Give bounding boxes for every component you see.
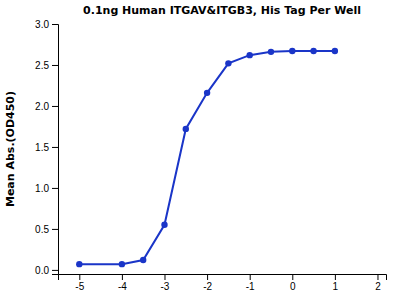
x-tick: -1 — [246, 274, 255, 292]
data-point — [332, 48, 338, 54]
y-tick-label: 0.5 — [35, 224, 49, 235]
y-tick: 2.0 — [35, 101, 58, 112]
y-axis-title: Mean Abs.(OD450) — [4, 91, 17, 207]
marks — [76, 48, 338, 268]
x-tick: 2 — [375, 274, 381, 292]
y-tick-mark — [52, 24, 58, 25]
data-point — [119, 261, 125, 267]
x-tick: -2 — [203, 274, 212, 292]
y-tick-mark — [52, 188, 58, 189]
data-point — [310, 48, 316, 54]
x-axis: -5 -4 -3 -2 -1 0 1 2 — [59, 274, 387, 292]
y-tick-label: 2.5 — [35, 60, 49, 71]
y-tick-label: 0.0 — [35, 265, 49, 276]
data-point — [183, 126, 189, 132]
y-axis-line — [52, 25, 59, 275]
x-tick-label: -5 — [75, 281, 84, 292]
title: 0.1ng Human ITGAV&ITGB3, His Tag Per Wel… — [83, 4, 361, 17]
x-tick: 0 — [290, 274, 296, 292]
x-tick-label: 2 — [375, 281, 381, 292]
x-tick-mark — [250, 274, 251, 280]
y-tick-mark — [52, 65, 58, 66]
x-tick-label: 1 — [333, 281, 339, 292]
y-tick-label: 3.0 — [35, 19, 49, 30]
x-tick-mark — [335, 274, 336, 280]
y-tick-label: 1.5 — [35, 142, 49, 153]
x-tick-label: -4 — [118, 281, 127, 292]
x-tick-mark — [79, 274, 80, 280]
x-tick: -4 — [118, 274, 127, 292]
data-point — [225, 60, 231, 66]
y-tick-label: 2.0 — [35, 101, 49, 112]
data-point — [268, 49, 274, 55]
x-tick-mark — [377, 274, 378, 280]
x-tick-mark — [122, 274, 123, 280]
y-tick-mark — [52, 106, 58, 107]
data-point — [140, 257, 146, 263]
x-tick-mark — [292, 274, 293, 280]
x-axis-line — [59, 275, 387, 281]
data-point — [204, 90, 210, 96]
x-tick-mark — [207, 274, 208, 280]
y-tick-mark — [52, 270, 58, 271]
y-tick: 2.5 — [35, 60, 58, 71]
x-tick-label: -3 — [161, 281, 170, 292]
x-tick-label: -2 — [203, 281, 212, 292]
chart: -5 -4 -3 -2 -1 0 1 2 0.0 0.5 1.0 1.5 2.0 2.5 3.0 0.1ng … — [0, 0, 400, 300]
x-tick-mark — [164, 274, 165, 280]
y-tick: 1.5 — [35, 142, 58, 153]
y-tick-label: 1.0 — [35, 183, 49, 194]
x-tick-label: 0 — [290, 281, 296, 292]
x-tick: -5 — [75, 274, 84, 292]
y-tick: 0.0 — [35, 265, 58, 276]
data-point — [76, 261, 82, 267]
data-point — [289, 48, 295, 54]
x-tick: -3 — [161, 274, 170, 292]
y-tick: 0.5 — [35, 224, 58, 235]
data-line — [79, 51, 335, 264]
y-tick-mark — [52, 147, 58, 148]
plot-area: -5 -4 -3 -2 -1 0 1 2 0.0 0.5 1.0 1.5 2.0 2.5 3.0 — [35, 19, 386, 292]
x-tick-label: -1 — [246, 281, 255, 292]
y-tick-mark — [52, 229, 58, 230]
x-tick: 1 — [333, 274, 339, 292]
y-tick: 1.0 — [35, 183, 58, 194]
data-point — [161, 222, 167, 228]
y-tick: 3.0 — [35, 19, 58, 30]
data-point — [246, 52, 252, 58]
y-axis: 0.0 0.5 1.0 1.5 2.0 2.5 3.0 — [35, 19, 58, 276]
